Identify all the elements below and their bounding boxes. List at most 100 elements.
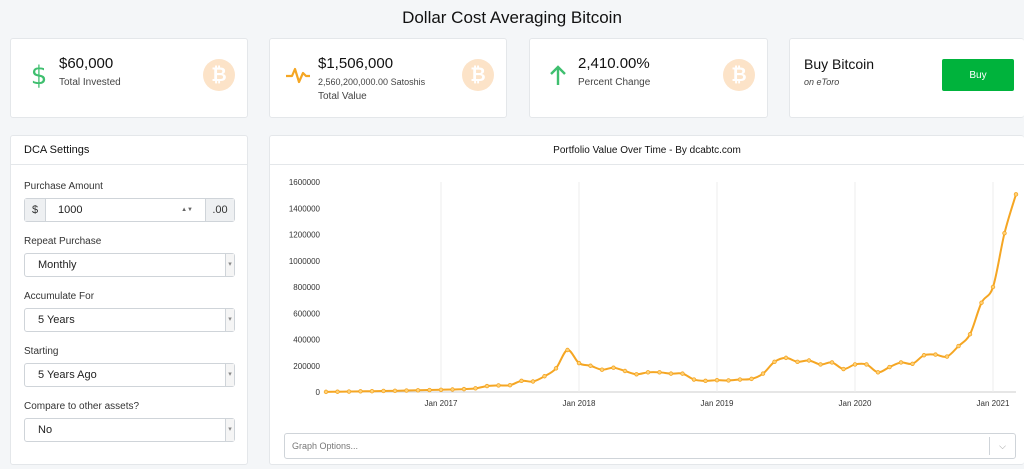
data-point [875,370,881,375]
data-point [484,383,490,389]
data-point [611,365,616,370]
data-point [841,366,846,372]
data-point [933,352,938,357]
data-point [530,379,536,384]
data-point [542,374,547,379]
data-point [910,361,915,366]
buy-bitcoin-title: Buy Bitcoin [804,56,875,72]
data-point [553,366,559,371]
repeat-purchase-select[interactable]: Monthly ▾ [24,253,235,277]
data-point [645,370,651,375]
x-tick-label: Jan 2020 [839,399,872,408]
data-point [519,378,524,384]
y-tick-label: 400000 [293,336,320,345]
total-value-card: $1,506,000 2,560,200,000.00 Satoshis Tot… [269,38,507,118]
data-point [335,389,340,394]
dca-settings-title: DCA Settings [11,136,247,165]
graph-options-select[interactable]: Graph Options... ⌵ [284,433,1016,459]
accumulate-for-label: Accumulate For [24,291,95,302]
percent-change-label: Percent Change [578,77,651,88]
page-title: Dollar Cost Averaging Bitcoin [402,8,622,27]
data-point [703,378,708,384]
x-tick-label: Jan 2021 [977,399,1010,408]
data-point [990,284,996,290]
portfolio-line-chart: 0 200000 400000 600000 800000 1000000 1200000 1… [289,178,1019,408]
starting-value: 5 Years Ago [38,369,97,381]
data-point [726,378,731,383]
buy-button[interactable]: Buy [942,59,1014,91]
data-point [450,387,455,392]
purchase-amount-value: 1000 [58,204,83,216]
percent-change-card: 2,410.00% Percent Change ₿ [529,38,768,118]
data-point [473,386,478,391]
starting-label: Starting [24,346,59,357]
buy-bitcoin-subtitle: on eToro [804,77,840,87]
y-tick-label: 1200000 [289,231,321,240]
repeat-purchase-label: Repeat Purchase [24,236,102,247]
arrow-up-icon [550,65,566,85]
bitcoin-icon: ₿ [203,59,235,91]
data-point [772,359,777,365]
purchase-amount-label: Purchase Amount [24,181,103,192]
data-point [737,377,743,382]
x-tick-label: Jan 2018 [563,399,596,408]
data-point [507,382,513,388]
data-point [358,389,363,394]
data-point [496,383,501,388]
y-tick-label: 200000 [293,362,320,371]
total-invested-label: Total Invested [59,77,121,88]
purchase-amount-group: $ 1000 ▲▼ .00 [24,198,235,222]
buy-bitcoin-card: Buy Bitcoin on eToro Buy [789,38,1024,118]
data-point [967,332,973,337]
data-point [392,388,398,394]
data-point [346,389,352,394]
data-point [576,360,582,366]
chevron-down-icon: ▾ [225,254,234,276]
number-spinner-icon[interactable]: ▲▼ [181,207,193,213]
total-value-satoshis: 2,560,200,000.00 Satoshis [318,77,426,87]
bitcoin-icon: ₿ [723,59,755,91]
data-point [887,364,892,370]
total-value-amount: $1,506,000 [318,55,394,72]
data-point [783,355,789,361]
dollar-icon: $ [31,61,48,89]
compare-assets-value: No [38,424,53,436]
svg-text:$: $ [31,61,48,89]
x-tick-label: Jan 2017 [425,399,458,408]
data-point [898,360,904,365]
data-point [921,353,927,358]
graph-options-placeholder: Graph Options... [292,441,359,451]
y-tick-label: 0 [316,388,321,397]
data-point [622,368,628,374]
data-point [323,389,329,395]
compare-assets-select[interactable]: No ▾ [24,418,235,442]
repeat-purchase-value: Monthly [38,259,77,271]
total-invested-value: $60,000 [59,55,114,72]
accumulate-for-select[interactable]: 5 Years ▾ [24,308,235,332]
chart-title: Portfolio Value Over Time - By dcabtc.co… [553,145,741,156]
chevron-down-icon: ▾ [225,309,234,331]
dca-settings-panel: DCA Settings Purchase Amount $ 1000 ▲▼ .… [10,135,248,465]
cents-suffix: .00 [205,199,234,221]
total-value-label: Total Value [318,91,367,102]
data-point [369,389,375,394]
starting-select[interactable]: 5 Years Ago ▾ [24,363,235,387]
y-tick-label: 1600000 [289,178,321,187]
data-point [657,370,662,375]
data-point [829,360,835,365]
data-point [404,388,409,393]
compare-assets-label: Compare to other assets? [24,401,140,412]
portfolio-chart-panel: Portfolio Value Over Time - By dcabtc.co… [269,135,1024,465]
data-point [714,377,720,383]
pulse-icon [286,67,310,84]
accumulate-for-value: 5 Years [38,314,75,326]
purchase-amount-input[interactable]: 1000 ▲▼ [46,199,205,221]
y-tick-label: 1400000 [289,204,321,213]
data-point [634,372,639,377]
total-invested-card: $ $60,000 Total Invested ₿ [10,38,248,118]
data-point [588,363,593,368]
data-point [415,388,421,393]
data-point [427,387,432,393]
data-point [944,354,950,359]
data-point [461,386,467,392]
